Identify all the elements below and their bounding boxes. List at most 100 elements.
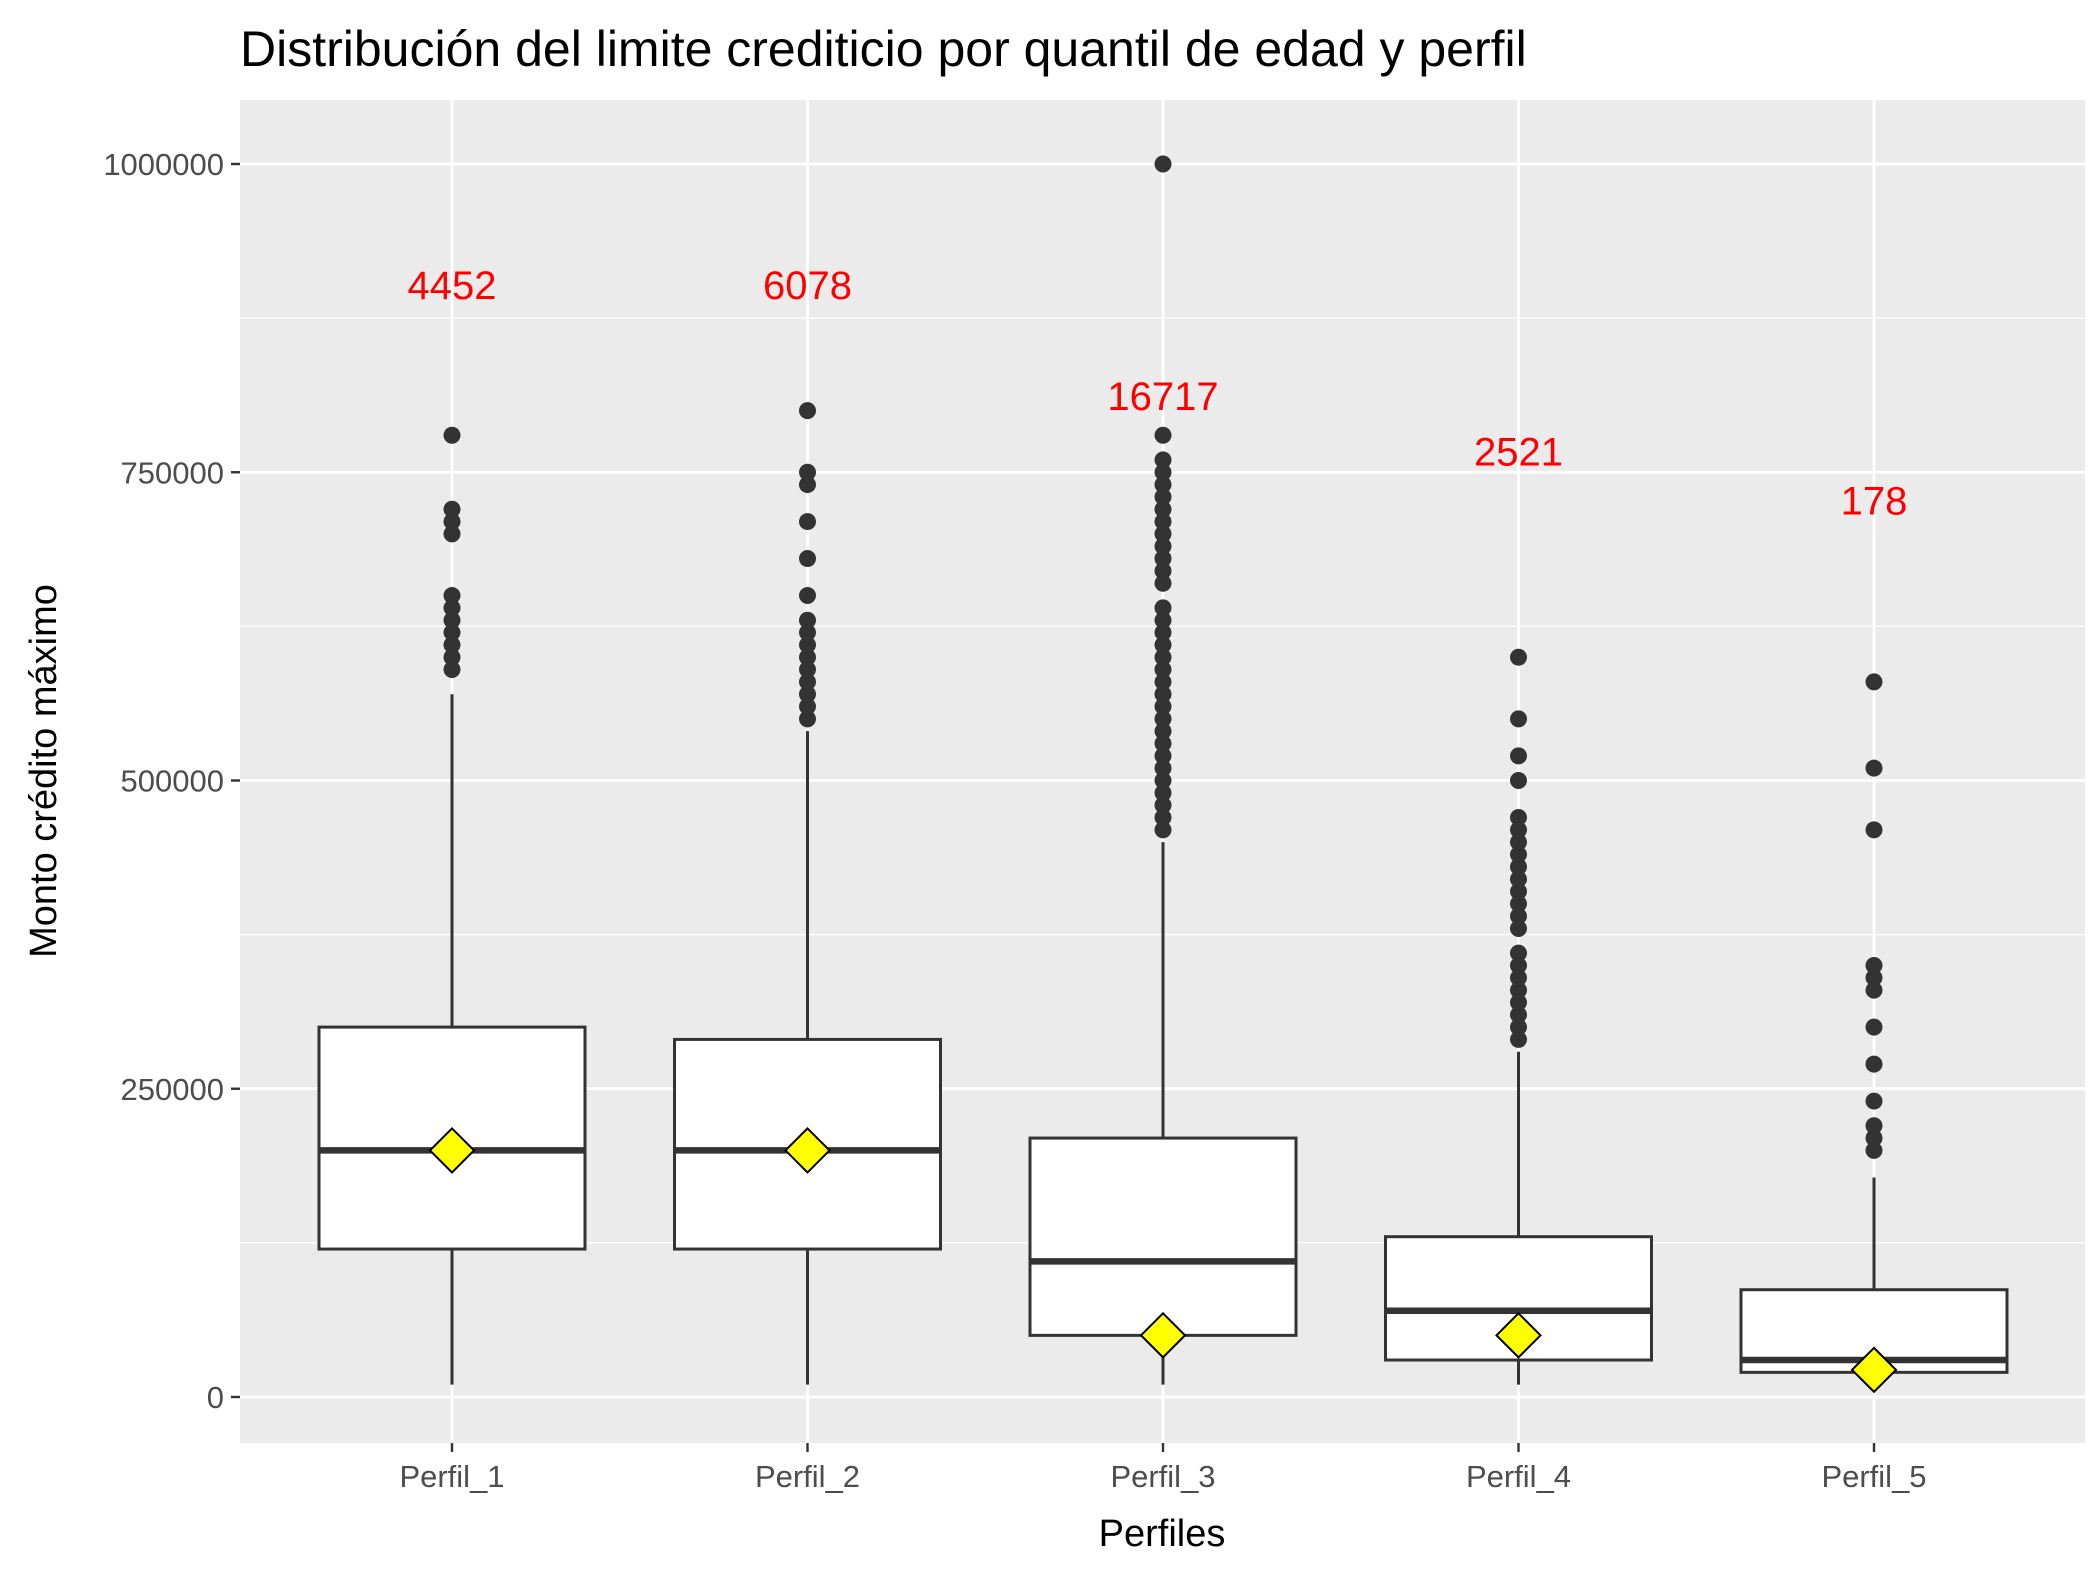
outlier-point: [1154, 624, 1172, 642]
outlier-point: [1510, 821, 1527, 839]
outlier-point: [799, 636, 816, 654]
outlier-point: [1865, 759, 1883, 777]
outlier-point: [443, 624, 461, 642]
outlier-point: [1865, 956, 1883, 974]
outlier-point: [799, 698, 816, 716]
outlier-point: [799, 685, 816, 703]
outlier-point: [799, 550, 816, 568]
outlier-point: [1865, 1018, 1883, 1036]
outlier-point: [799, 402, 816, 420]
y-tick-label: 250000: [121, 1072, 224, 1107]
x-tick-label: Perfil_1: [399, 1459, 504, 1494]
box-Perfil_4: [1384, 648, 1653, 1385]
count-label: 6078: [763, 264, 852, 308]
outlier-point: [1154, 648, 1172, 666]
outlier-point: [1510, 1006, 1527, 1024]
outlier-point: [1510, 870, 1527, 888]
outlier-point: [1865, 1117, 1883, 1135]
outlier-point: [1865, 969, 1883, 987]
outlier-point: [1510, 993, 1527, 1011]
outlier-point: [1154, 735, 1172, 753]
outlier-point: [1154, 821, 1172, 839]
outlier-point: [443, 513, 461, 531]
box-Perfil_3: [1028, 155, 1298, 1385]
outlier-point: [1510, 1030, 1527, 1048]
x-tick-label: Perfil_3: [1110, 1459, 1215, 1494]
outlier-point: [799, 476, 816, 494]
y-axis-title: Monto crédito máximo: [23, 584, 65, 958]
outlier-point: [799, 611, 816, 629]
box-body: [1028, 1136, 1298, 1337]
outlier-point: [799, 648, 816, 666]
outlier-point: [799, 463, 816, 481]
outlier-point: [443, 525, 461, 543]
y-axis: 0 250000 500000 750000 1000000: [103, 147, 240, 1415]
x-tick-label: Perfil_2: [755, 1459, 860, 1494]
outlier-point: [1510, 772, 1527, 789]
outlier-point: [1154, 488, 1172, 506]
outlier-point: [1154, 562, 1172, 580]
count-label: 16717: [1107, 375, 1218, 419]
outlier-point: [1154, 759, 1172, 777]
mean-marker: [1850, 1346, 1898, 1394]
mean-marker: [428, 1126, 476, 1174]
outlier-point: [1154, 808, 1172, 826]
outlier-point: [1154, 661, 1172, 679]
outlier-point: [443, 599, 461, 617]
outlier-point: [1154, 476, 1172, 494]
box-Perfil_1: [317, 426, 587, 1385]
mean-marker: [1139, 1311, 1187, 1359]
outlier-point: [1510, 845, 1527, 863]
outlier-point: [443, 636, 461, 654]
x-tick-label: Perfil_4: [1466, 1459, 1571, 1494]
outlier-point: [1510, 808, 1527, 826]
box-body: [673, 1037, 942, 1251]
outlier-point: [1865, 1129, 1883, 1147]
outlier-point: [443, 648, 461, 666]
mean-marker: [1495, 1311, 1542, 1359]
x-axis: Perfil_1 Perfil_2 Perfil_3 Perfil_4 Perfil_5: [399, 1443, 1927, 1494]
outlier-point: [1865, 981, 1883, 999]
outlier-point: [1154, 537, 1172, 555]
outlier-point: [1154, 525, 1172, 543]
count-label: 178: [1841, 480, 1908, 524]
outlier-point: [799, 624, 816, 642]
outlier-point: [1510, 895, 1527, 913]
outlier-point: [1154, 500, 1172, 518]
outlier-point: [1154, 772, 1172, 789]
outlier-point: [1154, 550, 1172, 568]
outlier-point: [1510, 710, 1527, 728]
outlier-point: [443, 500, 461, 518]
outlier-point: [1865, 1055, 1883, 1073]
outlier-point: [1510, 969, 1527, 987]
outlier-point: [1510, 648, 1527, 666]
count-label: 4452: [408, 264, 497, 308]
box-Perfil_5: [1739, 673, 2009, 1394]
outlier-point: [1510, 858, 1527, 876]
outlier-point: [1154, 710, 1172, 728]
outlier-point: [799, 673, 816, 691]
outlier-point: [1154, 611, 1172, 629]
x-axis-title: Perfiles: [1099, 1513, 1226, 1555]
outlier-point: [1154, 451, 1172, 469]
outlier-point: [1510, 919, 1527, 937]
outlier-point: [1510, 956, 1527, 974]
outlier-point: [1154, 155, 1172, 173]
outlier-point: [799, 587, 816, 605]
outlier-point: [443, 661, 461, 679]
outlier-point: [443, 426, 461, 444]
x-tick-label: Perfil_5: [1821, 1459, 1926, 1494]
outlier-point: [1154, 698, 1172, 716]
outlier-point: [1154, 784, 1172, 802]
count-label: 2521: [1474, 430, 1563, 474]
outlier-point: [1154, 574, 1172, 592]
mean-marker: [784, 1126, 831, 1174]
outlier-point: [1510, 944, 1527, 962]
outlier-point: [1154, 747, 1172, 765]
outlier-point: [1154, 513, 1172, 531]
outlier-point: [1865, 1092, 1883, 1110]
outlier-point: [1154, 463, 1172, 481]
outlier-point: [1510, 907, 1527, 925]
